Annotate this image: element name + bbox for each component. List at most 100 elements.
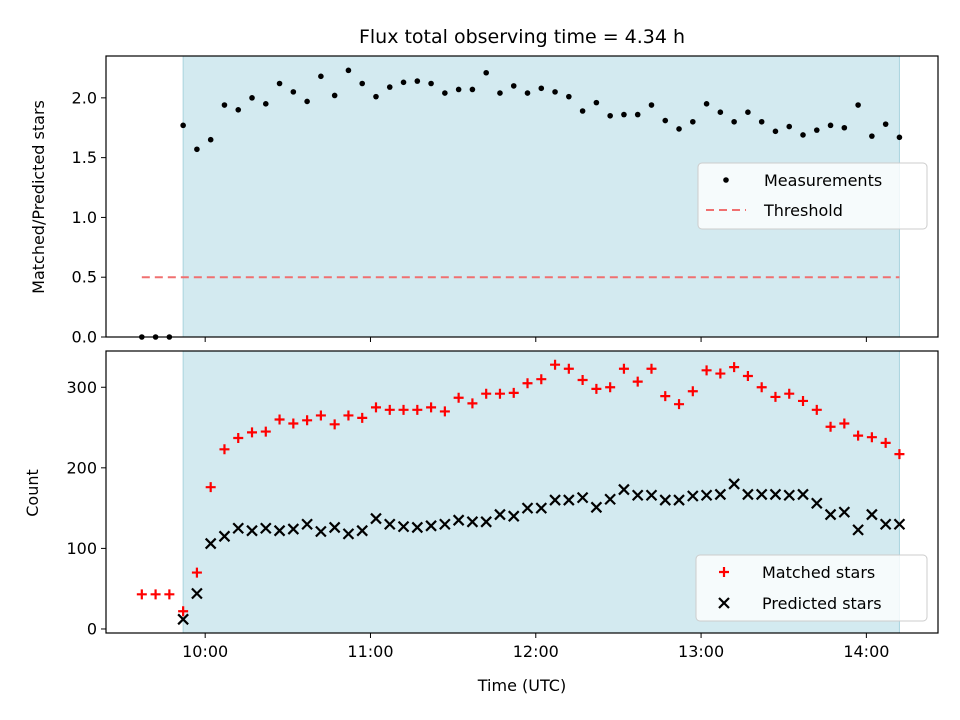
data-point — [287, 523, 300, 535]
data-point — [273, 524, 286, 537]
y-tick-label: 0.5 — [72, 268, 97, 287]
data-point — [276, 80, 283, 87]
bottom-panel: 0 100 200 300 10:00 11:00 12:00 13:00 14:00 Match… — [66, 350, 939, 661]
data-point — [676, 126, 682, 132]
data-point — [729, 362, 740, 373]
series-predicted-stars — [177, 478, 906, 626]
legend-label: Predicted stars — [762, 594, 882, 613]
data-point — [205, 482, 216, 493]
data-point — [345, 67, 352, 74]
data-point — [800, 132, 806, 138]
data-point — [866, 432, 877, 443]
data-point — [343, 410, 354, 421]
data-point — [703, 101, 710, 107]
data-point — [331, 92, 338, 99]
data-point — [370, 402, 381, 413]
data-point — [357, 412, 368, 423]
x-axis-label: Time (UTC) — [477, 676, 566, 695]
data-point — [772, 128, 779, 135]
data-point — [304, 98, 310, 105]
data-point — [247, 427, 258, 438]
data-point — [593, 99, 600, 106]
legend-label: Threshold — [763, 201, 843, 220]
data-point — [825, 421, 836, 432]
y-tick-label: 200 — [66, 458, 97, 477]
data-point — [853, 430, 864, 441]
data-point — [194, 146, 200, 153]
data-point — [508, 387, 519, 398]
data-point — [797, 488, 809, 501]
data-point — [260, 522, 272, 535]
data-point — [714, 488, 727, 501]
data-point — [880, 437, 891, 448]
data-point — [621, 111, 627, 118]
data-point — [576, 491, 589, 504]
data-point — [824, 508, 837, 521]
data-point — [455, 86, 462, 93]
data-point — [813, 127, 820, 133]
series-matched-stars — [136, 359, 905, 617]
legend-label: Measurements — [764, 171, 882, 190]
data-point — [841, 124, 848, 131]
data-point — [605, 382, 616, 393]
data-point — [136, 589, 147, 600]
data-point — [398, 404, 409, 415]
top-y-axis-label: Matched/Predicted stars — [29, 100, 48, 294]
legend-item: Matched stars — [719, 563, 875, 582]
y-tick-label: 1.0 — [72, 208, 97, 227]
data-point — [452, 514, 465, 526]
data-point — [896, 134, 903, 141]
y-tick-label: 0.0 — [72, 328, 97, 347]
data-point — [770, 391, 781, 402]
data-point — [535, 502, 548, 514]
data-point — [550, 359, 561, 370]
legend: Matched stars Predicted stars — [695, 554, 928, 622]
data-point — [315, 410, 326, 421]
data-point — [383, 518, 396, 531]
data-point — [607, 112, 613, 119]
data-point — [318, 73, 324, 80]
data-point — [758, 118, 765, 125]
data-point — [302, 415, 313, 426]
data-point — [604, 493, 616, 506]
data-point — [497, 90, 503, 96]
data-point — [577, 375, 588, 386]
chart-title: Flux total observing time = 4.34 h — [359, 26, 685, 48]
data-point — [412, 404, 423, 415]
data-point — [869, 133, 875, 139]
data-point — [510, 83, 517, 89]
data-point — [469, 86, 476, 93]
data-point — [466, 516, 479, 528]
top-panel: 0.0 0.5 1.0 1.5 2.0 Measurements Threshold — [72, 55, 939, 347]
data-point — [233, 433, 244, 444]
y-tick-label: 0 — [87, 619, 97, 638]
data-point — [755, 488, 768, 501]
data-point — [742, 370, 753, 381]
data-point — [563, 363, 574, 374]
data-point — [852, 524, 864, 536]
data-point — [177, 613, 189, 626]
data-point — [538, 85, 545, 92]
data-point — [563, 494, 575, 506]
data-point — [687, 386, 698, 397]
legend-box — [697, 162, 928, 230]
data-point — [428, 80, 434, 87]
x-tick-label: 10:00 — [182, 642, 228, 661]
data-point — [631, 489, 644, 502]
y-tick-label: 1.5 — [72, 148, 97, 167]
data-point — [359, 80, 366, 87]
data-point — [207, 136, 214, 143]
data-point — [150, 589, 161, 600]
data-point — [288, 418, 299, 429]
data-point — [786, 123, 793, 130]
data-point — [386, 84, 393, 90]
x-tick-label: 12:00 — [513, 642, 559, 661]
data-point — [218, 530, 231, 543]
data-point — [522, 378, 533, 389]
data-point — [742, 488, 754, 501]
data-point — [397, 520, 410, 533]
data-point — [648, 102, 655, 108]
data-point — [700, 489, 713, 502]
data-point — [893, 518, 906, 531]
data-point — [827, 122, 834, 129]
